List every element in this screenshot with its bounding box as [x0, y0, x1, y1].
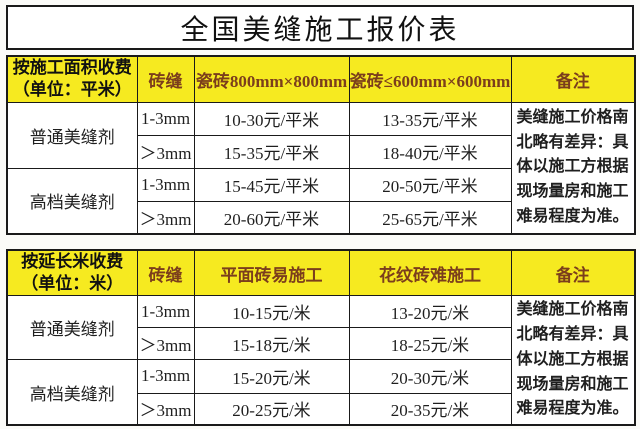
header-note: 备注	[510, 249, 636, 297]
header-category: 按延长米收费 （单位：米）	[6, 249, 138, 297]
price-cell: 10-15元/米	[193, 295, 350, 329]
table-header-row: 按延长米收费 （单位：米） 砖缝 平面砖易施工 花纹砖难施工 备注	[6, 249, 636, 297]
linear-meter-pricing-table: 按延长米收费 （单位：米） 砖缝 平面砖易施工 花纹砖难施工 备注 普通美缝剂 …	[6, 249, 636, 427]
header-pattern-tile: 花纹砖难施工	[348, 249, 512, 297]
header-category: 按施工面积收费 （单位：平米）	[6, 55, 138, 103]
category-cell: 高档美缝剂	[6, 167, 138, 235]
price-cell: 20-25元/米	[193, 392, 350, 426]
table-header-row: 按施工面积收费 （单位：平米） 砖缝 瓷砖800mm×800mm 瓷砖≤600m…	[6, 55, 636, 103]
price-cell: 18-25元/米	[348, 327, 512, 361]
header-category-line1: 按延长米收费	[21, 252, 124, 271]
table-row: 高档美缝剂 1-3mm 15-20元/米 20-30元/米	[6, 359, 635, 426]
table-row: 高档美缝剂 1-3mm 15-45元/平米 20-50元/平米	[6, 167, 635, 235]
table-row: ＞3mm 15-18元/米 18-25元/米	[7, 327, 635, 361]
header-seam-width: 砖缝	[136, 249, 195, 297]
header-note: 备注	[510, 55, 636, 103]
category-cell: 普通美缝剂	[6, 101, 138, 169]
area-pricing-table: 按施工面积收费 （单位：平米） 砖缝 瓷砖800mm×800mm 瓷砖≤600m…	[6, 55, 636, 235]
seam-cell: 1-3mm	[136, 295, 195, 329]
price-cell: 13-35元/平米	[348, 101, 512, 136]
note-cell: 美缝施工价格南北略有差异：具体以施工方根据现场量房和施工难易程度为准。	[510, 295, 636, 426]
price-cell: 15-35元/平米	[193, 134, 350, 169]
header-tile-800: 瓷砖800mm×800mm	[193, 55, 350, 103]
table-row: 普通美缝剂 1-3mm 10-15元/米 13-20元/米 美缝施工价格南北略有…	[6, 295, 636, 426]
seam-cell: 1-3mm	[136, 359, 195, 394]
header-category-line1: 按施工面积收费	[12, 58, 132, 78]
header-category-line2: （单位：平米）	[12, 80, 132, 100]
price-cell: 15-20元/米	[193, 359, 350, 394]
seam-cell: ＞3mm	[136, 327, 195, 361]
price-cell: 10-30元/平米	[193, 101, 350, 136]
header-tile-600: 瓷砖≤600mm×600mm	[348, 55, 512, 103]
price-cell: 20-50元/平米	[348, 167, 512, 202]
seam-cell: ＞3mm	[136, 200, 195, 235]
price-cell: 18-40元/平米	[348, 134, 512, 169]
price-cell: 20-60元/平米	[193, 200, 350, 235]
header-plain-tile: 平面砖易施工	[193, 249, 350, 297]
header-category-line2: （单位：米）	[21, 274, 124, 294]
seam-cell: 1-3mm	[136, 101, 195, 136]
note-cell: 美缝施工价格南北略有差异：具体以施工方根据现场量房和施工难易程度为准。	[510, 101, 636, 235]
seam-cell: ＞3mm	[136, 134, 195, 169]
price-cell: 15-18元/米	[193, 327, 350, 361]
header-seam-width: 砖缝	[136, 55, 195, 103]
page-title: 全国美缝施工报价表	[6, 5, 634, 50]
table-row: ＞3mm 15-35元/平米 18-40元/平米	[7, 134, 635, 169]
table-row: ＞3mm 20-60元/平米 25-65元/平米	[7, 200, 635, 235]
seam-cell: ＞3mm	[136, 392, 195, 426]
price-cell: 13-20元/米	[348, 295, 512, 329]
seam-cell: 1-3mm	[136, 167, 195, 202]
price-cell: 15-45元/平米	[193, 167, 350, 202]
price-cell: 20-30元/米	[348, 359, 512, 394]
category-cell: 高档美缝剂	[6, 359, 138, 426]
price-cell: 25-65元/平米	[348, 200, 512, 235]
price-cell: 20-35元/米	[348, 392, 512, 426]
table-row: 普通美缝剂 1-3mm 10-30元/平米 13-35元/平米 美缝施工价格南北…	[6, 101, 636, 235]
category-cell: 普通美缝剂	[6, 295, 138, 361]
table-row: ＞3mm 20-25元/米 20-35元/米	[7, 392, 635, 426]
